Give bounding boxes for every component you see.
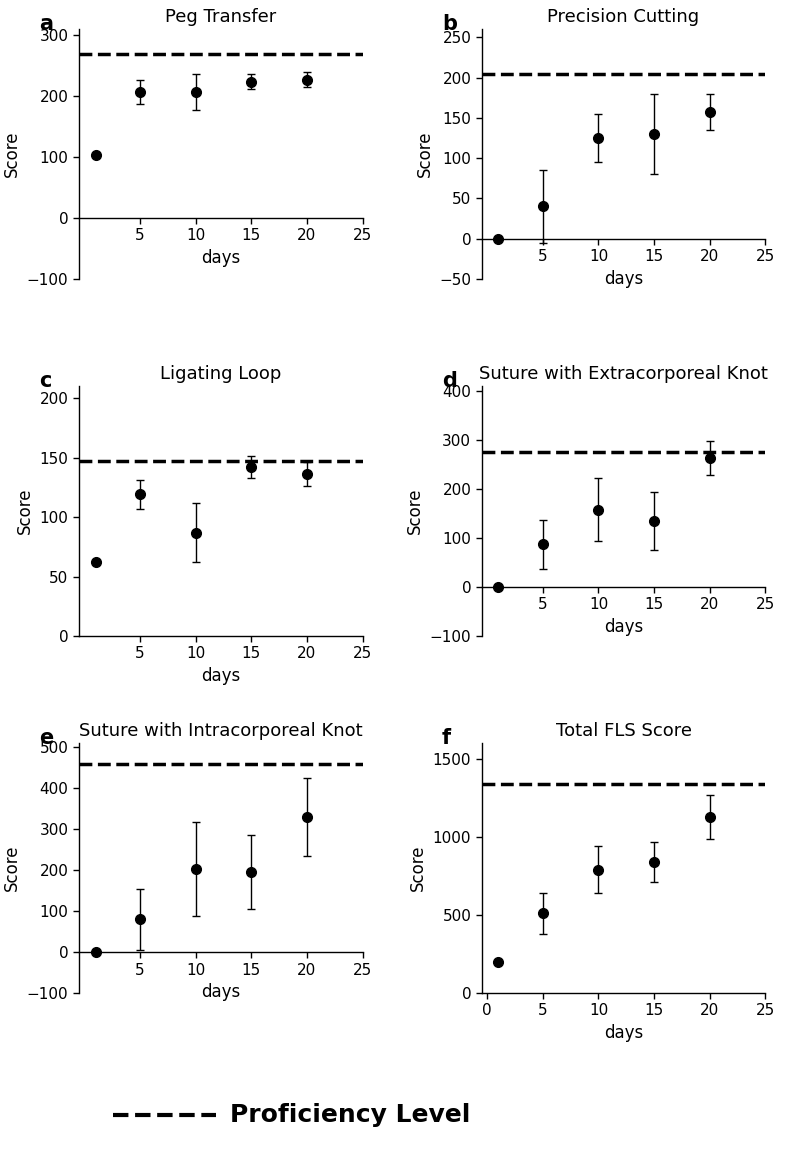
- Title: Precision Cutting: Precision Cutting: [548, 8, 700, 26]
- Text: d: d: [442, 371, 457, 391]
- X-axis label: days: days: [201, 667, 241, 684]
- X-axis label: days: days: [201, 249, 241, 267]
- Text: a: a: [39, 14, 53, 34]
- Text: e: e: [39, 729, 54, 749]
- Text: c: c: [39, 371, 51, 391]
- X-axis label: days: days: [604, 618, 643, 637]
- Title: Suture with Intracorporeal Knot: Suture with Intracorporeal Knot: [79, 723, 362, 741]
- Text: Proficiency Level: Proficiency Level: [230, 1103, 470, 1127]
- Title: Total FLS Score: Total FLS Score: [555, 723, 691, 741]
- Y-axis label: Score: Score: [3, 844, 21, 891]
- Y-axis label: Score: Score: [3, 131, 21, 178]
- Y-axis label: Score: Score: [406, 488, 424, 535]
- X-axis label: days: days: [604, 270, 643, 287]
- Text: b: b: [442, 14, 457, 34]
- Title: Peg Transfer: Peg Transfer: [165, 8, 276, 26]
- X-axis label: days: days: [201, 983, 241, 1001]
- Text: f: f: [442, 729, 451, 749]
- Title: Ligating Loop: Ligating Loop: [160, 366, 282, 383]
- Title: Suture with Extracorporeal Knot: Suture with Extracorporeal Knot: [479, 366, 768, 383]
- Y-axis label: Score: Score: [16, 488, 34, 535]
- Y-axis label: Score: Score: [416, 131, 434, 178]
- X-axis label: days: days: [604, 1024, 643, 1042]
- Y-axis label: Score: Score: [409, 844, 427, 891]
